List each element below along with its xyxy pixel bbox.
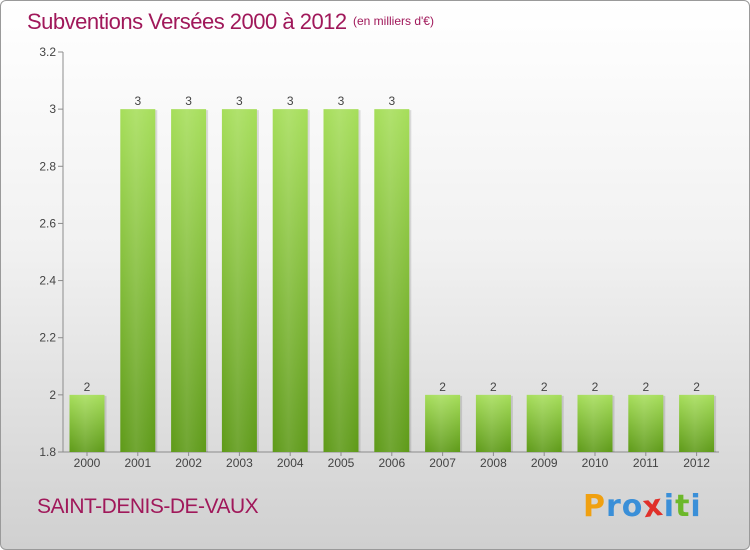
x-tick-label-2004: 2004 [277, 456, 304, 470]
y-tick-label: 3.2 [39, 45, 56, 59]
x-tick-label-2010: 2010 [582, 456, 609, 470]
bar-highlight [526, 394, 562, 452]
data-label-2009: 2 [541, 380, 548, 394]
logo-letter: x [641, 487, 667, 526]
x-tick-label-2001: 2001 [124, 456, 151, 470]
x-tick-label-2008: 2008 [480, 456, 507, 470]
logo-letter: P [583, 489, 606, 524]
x-tick-label-2002: 2002 [175, 456, 202, 470]
y-tick-label: 2.4 [39, 274, 56, 288]
data-label-2006: 3 [388, 94, 395, 108]
proxiti-logo: Proxiti [583, 487, 702, 526]
chart-title: Subventions Versées 2000 à 2012 [27, 9, 347, 34]
data-label-2001: 3 [134, 94, 141, 108]
x-tick-label-2011: 2011 [633, 456, 659, 470]
bar-highlight [425, 394, 461, 452]
y-tick-label: 1.8 [39, 445, 56, 459]
y-tick-label: 2 [49, 388, 56, 402]
y-tick-label: 2.6 [39, 216, 56, 230]
bar-highlight [374, 109, 410, 453]
data-label-2008: 2 [490, 380, 497, 394]
logo-letter: r [606, 489, 622, 524]
bar-highlight [323, 109, 359, 453]
logo-letter: i [663, 489, 676, 524]
bar-highlight [628, 394, 664, 452]
y-tick-label: 2.8 [39, 159, 56, 173]
x-tick-label-2007: 2007 [429, 456, 456, 470]
data-label-2000: 2 [84, 380, 91, 394]
x-tick-label-2012: 2012 [683, 456, 710, 470]
data-label-2007: 2 [439, 380, 446, 394]
data-label-2011: 2 [642, 380, 649, 394]
logo-letter: i [690, 489, 702, 524]
bar-highlight [120, 109, 156, 453]
data-label-2003: 3 [236, 94, 243, 108]
data-label-2005: 3 [338, 94, 345, 108]
x-tick-label-2005: 2005 [328, 456, 355, 470]
y-tick-label: 2.2 [39, 331, 56, 345]
x-tick-label-2009: 2009 [531, 456, 558, 470]
x-tick-label-2006: 2006 [378, 456, 405, 470]
unit-label: (en milliers d'€) [353, 14, 434, 28]
x-tick-label-2003: 2003 [226, 456, 253, 470]
y-tick-label: 3 [49, 102, 56, 116]
commune-name: SAINT-DENIS-DE-VAUX [37, 495, 259, 518]
bar-highlight [577, 394, 613, 452]
x-tick-label-2000: 2000 [74, 456, 101, 470]
bar-highlight [272, 109, 308, 453]
data-label-2002: 3 [185, 94, 192, 108]
bar-highlight [221, 109, 257, 453]
bar-highlight [475, 394, 511, 452]
logo-letter: t [675, 489, 691, 524]
data-label-2004: 3 [287, 94, 294, 108]
bar-highlight [679, 394, 715, 452]
data-label-2012: 2 [693, 380, 700, 394]
bar-highlight [171, 109, 207, 453]
bar-highlight [69, 394, 105, 452]
logo-letter: o [621, 489, 644, 524]
data-label-2010: 2 [592, 380, 599, 394]
